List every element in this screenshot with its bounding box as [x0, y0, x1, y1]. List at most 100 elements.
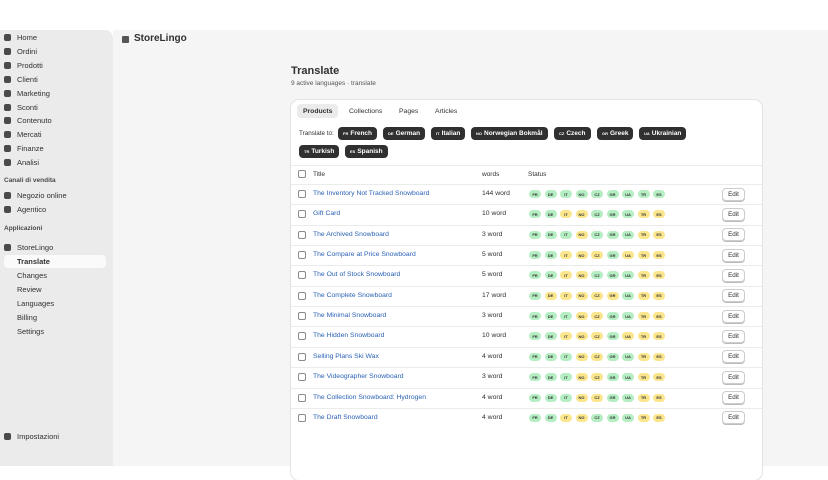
edit-button[interactable]: Edit	[722, 391, 745, 404]
status-badge: ES	[653, 393, 665, 402]
row-title[interactable]: The Complete Snowboard	[313, 291, 392, 299]
nav-item[interactable]: Negozio online	[4, 189, 106, 202]
edit-button[interactable]: Edit	[722, 411, 745, 425]
row-title[interactable]: Selling Plans Ski Wax	[313, 352, 379, 360]
nav-icon	[4, 131, 11, 139]
nav-item[interactable]: Agentico	[4, 203, 106, 216]
column-header: words	[482, 171, 500, 178]
tab[interactable]: Articles	[435, 107, 458, 115]
nav-item[interactable]: Finanze	[4, 142, 106, 155]
checkbox[interactable]	[298, 210, 306, 219]
row-title[interactable]: The Minimal Snowboard	[313, 312, 387, 320]
row-title[interactable]: The Compare at Price Snowboard	[313, 251, 416, 259]
edit-button[interactable]: Edit	[722, 329, 745, 343]
language-button[interactable]: NO Norwegian Bokmål	[471, 127, 548, 140]
nav-item[interactable]: Home	[4, 31, 106, 44]
nav-item[interactable]: Prodotti	[4, 59, 106, 72]
checkbox[interactable]	[298, 251, 306, 260]
checkbox[interactable]	[298, 230, 306, 239]
nav-label: Changes	[17, 270, 48, 280]
checkbox[interactable]	[298, 312, 306, 321]
nav-item[interactable]: Marketing	[4, 87, 106, 100]
nav-item[interactable]: Impostazioni	[4, 430, 106, 443]
edit-button[interactable]: Edit	[722, 187, 745, 201]
nav-label: Billing	[17, 312, 38, 322]
checkbox[interactable]	[298, 352, 306, 361]
nav-icon	[4, 244, 11, 251]
status-badge: UA	[622, 352, 634, 361]
language-code: GR	[602, 131, 608, 136]
nav-item[interactable]: Settings	[4, 325, 106, 338]
nav-item[interactable]: Translate	[4, 255, 106, 268]
status-badge: TR	[637, 190, 650, 198]
tab[interactable]: Collections	[349, 107, 383, 115]
row-title[interactable]: The Hidden Snowboard	[313, 332, 385, 340]
language-button[interactable]: GR Greek	[597, 127, 634, 140]
nav-item[interactable]: Mercati	[4, 128, 106, 141]
sidebar	[0, 30, 113, 466]
nav-icon	[4, 145, 11, 153]
nav-label: Marketing	[17, 88, 50, 98]
row-title[interactable]: The Videographer Snowboard	[313, 373, 404, 381]
edit-button[interactable]: Edit	[722, 370, 745, 384]
edit-button[interactable]: Edit	[722, 228, 745, 242]
row-title[interactable]: The Collection Snowboard: Hydrogen	[313, 393, 426, 401]
status-badge: FR	[529, 332, 541, 341]
status-badge: TR	[637, 413, 650, 422]
checkbox[interactable]	[298, 291, 306, 300]
language-button[interactable]: UA Ukrainian	[639, 127, 687, 140]
language-button[interactable]: ES Spanish	[345, 145, 388, 158]
nav-item[interactable]: Changes	[4, 269, 106, 282]
nav-item[interactable]: StoreLingo	[4, 241, 106, 254]
tab[interactable]: Pages	[399, 107, 419, 115]
language-button[interactable]: IT Italian	[431, 127, 466, 140]
checkbox[interactable]	[298, 332, 306, 341]
row-title[interactable]: Gift Card	[313, 210, 341, 218]
nav-item[interactable]: Contenuto	[4, 114, 106, 127]
section-heading[interactable]: Applicazioni	[4, 225, 43, 232]
nav-item[interactable]: Review	[4, 283, 106, 296]
nav-item[interactable]: Clienti	[4, 73, 106, 86]
status-badge: TR	[637, 312, 650, 321]
status-badge: NO	[575, 393, 588, 402]
status-badge: GR	[606, 210, 619, 219]
checkbox[interactable]	[298, 413, 306, 422]
language-button[interactable]: FR French	[338, 127, 378, 140]
checkbox[interactable]	[298, 393, 306, 402]
edit-button[interactable]: Edit	[722, 350, 745, 364]
language-button[interactable]: DE German	[383, 127, 426, 140]
row-title[interactable]: The Out of Stock Snowboard	[313, 271, 401, 279]
nav-item[interactable]: Sconti	[4, 101, 106, 114]
edit-button[interactable]: Edit	[722, 207, 745, 221]
nav-item[interactable]: Languages	[4, 297, 106, 310]
nav-item[interactable]: Billing	[4, 311, 106, 324]
edit-button[interactable]: Edit	[722, 268, 745, 282]
checkbox[interactable]	[298, 170, 306, 178]
language-button[interactable]: TR Turkish	[299, 145, 340, 158]
tab[interactable]: Products	[297, 104, 339, 118]
row-title[interactable]: The Archived Snowboard	[313, 230, 389, 238]
divider	[291, 387, 762, 389]
language-button[interactable]: CZ Czech	[554, 127, 591, 140]
status-badge: NO	[575, 251, 588, 260]
status-badge: UA	[622, 312, 634, 321]
checkbox[interactable]	[298, 190, 306, 198]
nav-item[interactable]: Ordini	[4, 45, 106, 58]
row-words: 4 word	[482, 352, 503, 360]
nav-label: StoreLingo	[17, 243, 54, 252]
row-title[interactable]: The Inventory Not Tracked Snowboard	[313, 190, 430, 197]
status-badge: GR	[606, 352, 619, 361]
edit-button[interactable]: Edit	[722, 309, 745, 323]
edit-button[interactable]: Edit	[722, 248, 745, 262]
edit-button[interactable]: Edit	[722, 289, 745, 303]
checkbox[interactable]	[298, 271, 306, 280]
section-heading[interactable]: Canali di vendita	[4, 177, 56, 184]
status-badge: UA	[622, 251, 634, 260]
nav-item[interactable]: Analisi	[4, 156, 106, 169]
status-badge: GR	[606, 413, 619, 422]
status-badge: NO	[575, 373, 588, 382]
status-badge: FR	[529, 393, 541, 402]
row-title[interactable]: The Draft Snowboard	[313, 413, 378, 421]
nav-label: Ordini	[17, 46, 38, 56]
checkbox[interactable]	[298, 373, 306, 382]
